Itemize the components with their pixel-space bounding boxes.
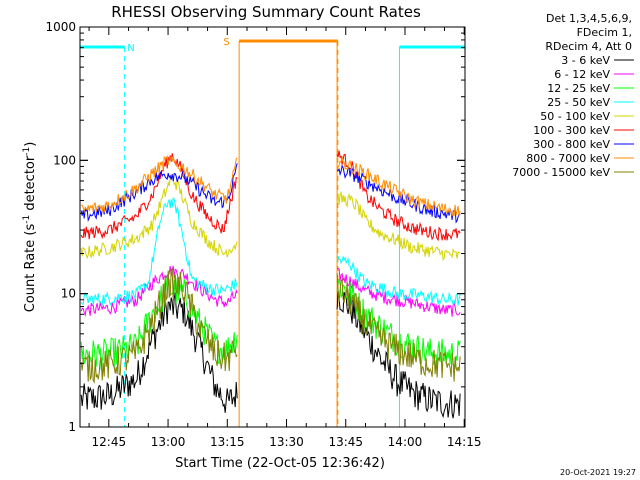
series-6 (80, 163, 461, 224)
chart-title: RHESSI Observing Summary Count Rates (111, 3, 421, 21)
legend: Det 1,3,4,5,6,9, FDecim 1, RDecim 4, Att… (512, 12, 634, 179)
x-tick-label-6: 14:15 (447, 435, 482, 449)
legend-header-line-1: Det 1,3,4,5,6,9, (546, 12, 632, 25)
y-axis-label: Count Rate (s-1 detector-1) (22, 142, 38, 313)
series-0 (80, 291, 461, 419)
y-axis-label-sup2: -1 (22, 147, 32, 156)
flag-S: S (223, 37, 339, 427)
x-tick-label-1: 13:00 (151, 435, 186, 449)
series-1-segment-1 (337, 267, 461, 317)
series-8-segment-1 (336, 272, 461, 382)
y-tick-label-2: 100 (53, 153, 76, 167)
series-3-segment-1 (336, 255, 461, 306)
series-8 (80, 268, 461, 384)
series-7-segment-1 (336, 156, 461, 217)
series-2 (80, 275, 461, 371)
legend-entry-6: 300 - 800 keV (533, 138, 610, 151)
series-4 (80, 173, 461, 262)
legend-entry-8: 7000 - 15000 keV (512, 166, 610, 179)
y-axis-label-end: ) (23, 142, 38, 147)
legend-header-line-2: FDecim 1, (577, 26, 632, 39)
x-axis-label: Start Time (22-Oct-05 12:36:42) (175, 456, 385, 471)
legend-entry-1: 6 - 12 keV (554, 68, 610, 81)
x-tick-label-5: 14:00 (388, 435, 423, 449)
y-tick-label-3: 1000 (45, 20, 76, 34)
flag-S-label: S (223, 37, 229, 48)
legend-entry-0: 3 - 6 keV (561, 54, 610, 67)
y-axis-label-sup1: -1 (22, 215, 32, 224)
series-1 (80, 265, 461, 318)
series-6-segment-1 (336, 164, 461, 224)
series-1-segment-0 (80, 265, 238, 318)
series-5 (80, 150, 461, 242)
x-tick-label-2: 13:15 (210, 435, 245, 449)
legend-entry-5: 100 - 300 keV (533, 124, 610, 137)
series-4-segment-1 (336, 190, 461, 262)
y-tick-label-1: 10 (61, 287, 76, 301)
legend-entry-2: 12 - 25 keV (547, 82, 610, 95)
y-axis-label-main: Count Rate (s (23, 224, 38, 313)
y-tick-label-0: 1 (68, 420, 76, 434)
y-axis-label-mid: detector (23, 155, 38, 215)
series-6-segment-0 (80, 163, 238, 223)
x-tick-label-4: 13:45 (328, 435, 363, 449)
series-4-segment-0 (80, 173, 238, 260)
legend-entry-7: 800 - 7000 keV (526, 152, 610, 165)
legend-entry-4: 50 - 100 keV (540, 110, 610, 123)
footer-date: 20-Oct-2021 19:27 (560, 468, 636, 477)
series-7 (81, 154, 461, 217)
series-layer (80, 150, 461, 419)
legend-entry-3: 25 - 50 keV (547, 96, 610, 109)
x-tick-label-0: 12:45 (92, 435, 127, 449)
plot-frame (79, 26, 466, 428)
x-tick-label-3: 13:30 (269, 435, 304, 449)
series-0-segment-0 (80, 292, 238, 413)
series-8-segment-0 (80, 268, 238, 384)
flag-N-label: N (127, 43, 134, 54)
series-0-segment-1 (336, 291, 461, 419)
y-axis: 1 10 100 1000 (45, 20, 465, 434)
series-3 (80, 197, 461, 307)
series-7-segment-0 (81, 154, 238, 213)
series-3-segment-0 (80, 197, 238, 307)
x-axis: 12:45 13:00 13:15 13:30 13:45 14:00 14:15 (88, 27, 482, 449)
legend-header-line-3: RDecim 4, Att 0 (545, 40, 632, 53)
